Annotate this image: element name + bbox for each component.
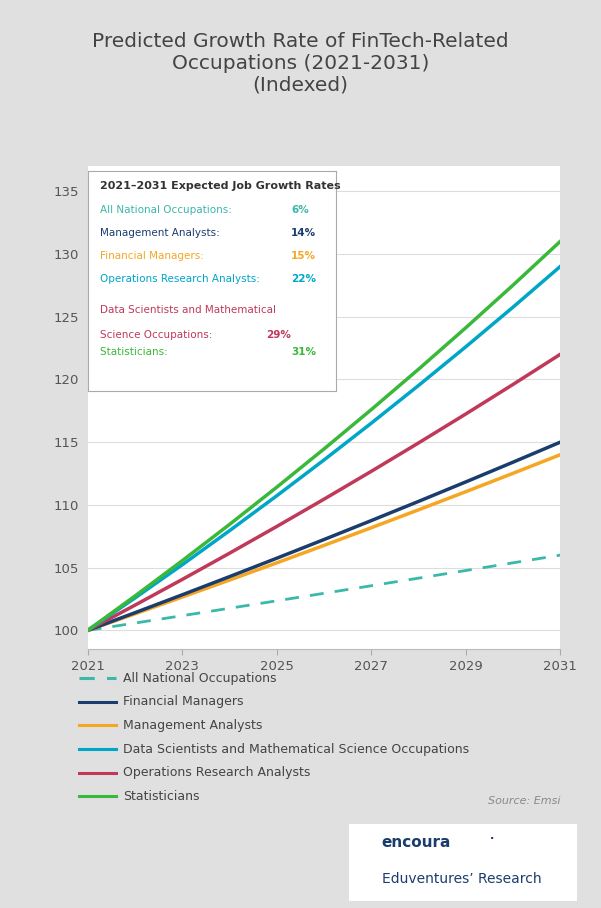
Text: Statisticians:: Statisticians: (100, 347, 171, 357)
Text: Science Occupations:: Science Occupations: (100, 331, 216, 340)
Text: Data Scientists and Mathematical: Data Scientists and Mathematical (100, 305, 276, 315)
Text: Operations Research Analysts:: Operations Research Analysts: (100, 274, 263, 284)
Text: Predicted Growth Rate of FinTech-Related
Occupations (2021-2031)
(Indexed): Predicted Growth Rate of FinTech-Related… (92, 32, 509, 94)
Text: Management Analysts: Management Analysts (123, 719, 263, 732)
Text: Data Scientists and Mathematical Science Occupations: Data Scientists and Mathematical Science… (123, 743, 469, 755)
Text: Eduventures’ Research: Eduventures’ Research (382, 872, 542, 886)
Text: Statisticians: Statisticians (123, 790, 200, 803)
Text: 15%: 15% (291, 251, 316, 261)
Text: Operations Research Analysts: Operations Research Analysts (123, 766, 311, 779)
Text: All National Occupations: All National Occupations (123, 672, 276, 685)
Text: encoura: encoura (382, 835, 451, 850)
Text: 2021–2031 Expected Job Growth Rates: 2021–2031 Expected Job Growth Rates (100, 181, 341, 191)
Text: 29%: 29% (266, 331, 291, 340)
Text: Financial Managers:: Financial Managers: (100, 251, 207, 261)
Text: All National Occupations:: All National Occupations: (100, 205, 235, 215)
Text: 14%: 14% (291, 228, 316, 238)
Text: Management Analysts:: Management Analysts: (100, 228, 223, 238)
Text: Source: Emsi: Source: Emsi (488, 795, 560, 805)
Text: 6%: 6% (291, 205, 309, 215)
FancyBboxPatch shape (349, 824, 577, 901)
Text: Financial Managers: Financial Managers (123, 696, 243, 708)
Text: ·: · (490, 834, 494, 844)
Text: 22%: 22% (291, 274, 316, 284)
Text: 31%: 31% (291, 347, 316, 357)
